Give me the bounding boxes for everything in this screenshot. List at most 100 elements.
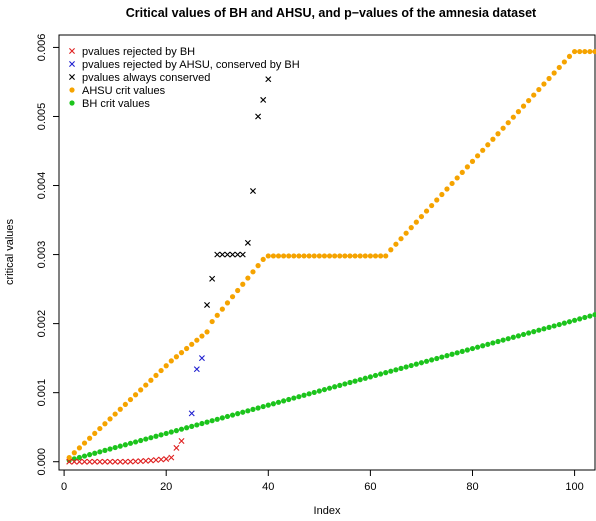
data-point bbox=[122, 442, 128, 448]
data-point bbox=[326, 385, 333, 391]
data-point bbox=[536, 327, 542, 333]
data-point bbox=[71, 450, 77, 456]
data-point bbox=[168, 429, 174, 435]
data-point bbox=[551, 70, 557, 76]
data-point bbox=[97, 449, 103, 455]
data-point bbox=[219, 415, 225, 421]
data-point bbox=[265, 402, 271, 408]
data-point bbox=[454, 350, 460, 356]
data-point bbox=[444, 186, 450, 192]
data-point bbox=[122, 401, 128, 408]
data-point bbox=[204, 329, 210, 335]
series-pvalues-always-conserved bbox=[204, 76, 272, 308]
data-point bbox=[209, 275, 216, 282]
data-point bbox=[143, 436, 149, 442]
data-point bbox=[127, 396, 134, 403]
data-point bbox=[505, 120, 511, 126]
data-point bbox=[147, 457, 154, 464]
data-point bbox=[102, 421, 108, 427]
data-point bbox=[413, 361, 419, 367]
data-point bbox=[566, 319, 573, 325]
data-point bbox=[582, 48, 588, 55]
data-point bbox=[357, 377, 363, 383]
data-point bbox=[199, 333, 205, 339]
data-point bbox=[556, 64, 562, 71]
data-point bbox=[531, 92, 537, 98]
data-point bbox=[429, 202, 435, 209]
data-point bbox=[357, 253, 363, 259]
data-point bbox=[101, 458, 108, 465]
data-point bbox=[286, 396, 292, 403]
data-point bbox=[87, 435, 93, 441]
legend-marker bbox=[69, 100, 75, 106]
data-point bbox=[275, 253, 282, 259]
data-point bbox=[173, 354, 180, 360]
data-point bbox=[526, 97, 532, 104]
data-point bbox=[178, 350, 185, 356]
data-point bbox=[153, 456, 159, 463]
y-tick-label: 0.006 bbox=[36, 34, 48, 62]
data-point bbox=[495, 338, 501, 345]
y-axis: 0.000 0.001 0.002 0.003 0.004 0.005 0.006 bbox=[36, 34, 59, 475]
legend-item: pvalues rejected by AHSU, conserved by B… bbox=[69, 59, 300, 71]
data-point bbox=[490, 340, 496, 346]
data-point bbox=[132, 439, 139, 445]
data-point bbox=[291, 395, 297, 401]
x-tick-label: 40 bbox=[262, 481, 274, 493]
data-point bbox=[449, 180, 455, 187]
data-point bbox=[286, 253, 292, 259]
data-point bbox=[219, 251, 226, 258]
data-point bbox=[398, 236, 404, 242]
legend-item: AHSU crit values bbox=[69, 85, 166, 97]
data-point bbox=[224, 251, 231, 258]
data-point bbox=[587, 313, 593, 319]
data-point bbox=[153, 433, 159, 439]
data-point bbox=[526, 330, 532, 336]
data-point bbox=[459, 348, 465, 355]
data-point bbox=[469, 345, 476, 352]
data-point bbox=[393, 241, 399, 247]
y-tick-label: 0.002 bbox=[36, 310, 48, 338]
data-point bbox=[117, 458, 124, 465]
data-point bbox=[163, 455, 170, 462]
data-point bbox=[209, 418, 215, 424]
data-point bbox=[235, 287, 241, 294]
x-tick-label: 0 bbox=[61, 481, 67, 493]
data-point bbox=[245, 408, 251, 414]
data-point bbox=[275, 399, 282, 405]
data-point bbox=[204, 301, 211, 308]
data-point bbox=[214, 312, 220, 318]
data-point bbox=[184, 345, 190, 352]
data-point bbox=[143, 382, 149, 388]
data-point bbox=[332, 253, 338, 259]
data-point bbox=[199, 420, 205, 427]
data-point bbox=[520, 331, 527, 338]
data-point bbox=[439, 191, 445, 198]
data-point bbox=[485, 341, 491, 347]
data-point bbox=[270, 253, 276, 259]
legend-item: BH crit values bbox=[69, 98, 150, 110]
x-tick-label: 60 bbox=[364, 481, 376, 493]
data-point bbox=[168, 358, 174, 364]
data-point bbox=[510, 334, 516, 340]
data-point bbox=[459, 169, 465, 176]
data-point bbox=[372, 253, 379, 259]
data-point bbox=[464, 347, 470, 353]
data-point bbox=[240, 281, 246, 287]
data-point bbox=[142, 457, 149, 464]
data-point bbox=[546, 324, 552, 330]
data-point bbox=[163, 363, 169, 369]
data-point bbox=[306, 391, 312, 397]
data-point bbox=[378, 371, 384, 377]
data-point bbox=[485, 142, 491, 148]
data-point bbox=[224, 413, 231, 420]
legend-label: AHSU crit values bbox=[82, 85, 166, 97]
data-point bbox=[413, 219, 419, 225]
data-point bbox=[408, 362, 414, 369]
data-point bbox=[158, 367, 164, 374]
data-point bbox=[505, 336, 511, 342]
legend-label: pvalues always conserved bbox=[82, 72, 210, 84]
data-point bbox=[444, 353, 450, 359]
data-point bbox=[240, 409, 246, 415]
data-point bbox=[561, 320, 567, 326]
